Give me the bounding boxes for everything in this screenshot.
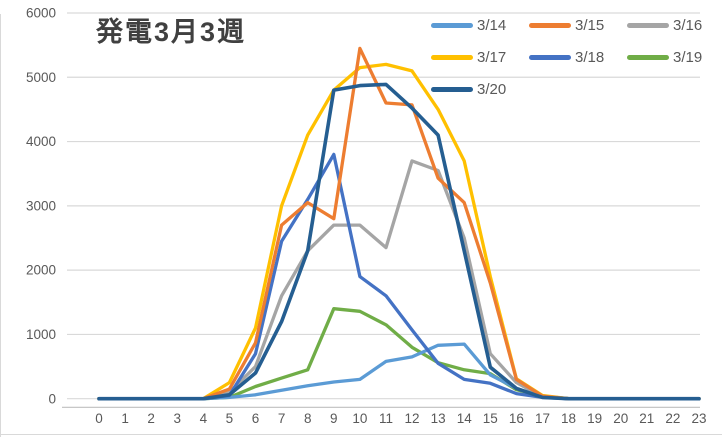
chart-title: 発電3月3週 — [96, 17, 247, 47]
y-tick-label: 4000 — [26, 134, 56, 149]
y-tick-label: 2000 — [26, 263, 56, 278]
legend-item-3-20: 3/20 — [431, 73, 529, 105]
x-tick-label: 9 — [330, 411, 338, 426]
y-tick-label: 5000 — [26, 70, 56, 85]
series-line-3-17 — [97, 62, 701, 401]
legend-label-3-15: 3/15 — [575, 16, 605, 34]
legend-label-3-17: 3/17 — [477, 48, 507, 66]
x-tick-label: 4 — [200, 411, 208, 426]
legend-item-3-17: 3/17 — [431, 41, 529, 73]
x-tick-label: 7 — [278, 411, 286, 426]
series-line-3-20 — [97, 82, 701, 401]
x-tick-label: 14 — [457, 411, 473, 426]
x-tick-label: 10 — [352, 411, 367, 426]
legend-swatch-3-18 — [529, 54, 571, 60]
x-tick-label: 13 — [431, 411, 446, 426]
x-tick-label: 12 — [405, 411, 420, 426]
chart-legend: 3/14 3/15 3/16 3/17 3/18 3/19 3/20 — [431, 9, 722, 105]
x-tick-label: 22 — [665, 411, 680, 426]
series-line-3-14 — [97, 342, 701, 401]
x-tick-label: 2 — [147, 411, 155, 426]
x-tick-label: 8 — [304, 411, 312, 426]
legend-label-3-19: 3/19 — [673, 48, 703, 66]
y-tick-label: 0 — [48, 391, 56, 406]
y-tick-label: 6000 — [26, 6, 56, 21]
legend-swatch-3-19 — [627, 54, 669, 60]
legend-item-3-14: 3/14 — [431, 9, 529, 41]
x-tick-label: 1 — [121, 411, 129, 426]
legend-swatch-3-16 — [627, 22, 669, 28]
legend-label-3-18: 3/18 — [575, 48, 605, 66]
legend-swatch-3-20 — [431, 86, 473, 92]
legend-item-3-16: 3/16 — [627, 9, 722, 41]
legend-label-3-16: 3/16 — [673, 16, 703, 34]
x-tick-label: 0 — [95, 411, 103, 426]
legend-item-3-15: 3/15 — [529, 9, 627, 41]
x-tick-label: 18 — [561, 411, 576, 426]
legend-swatch-3-15 — [529, 22, 571, 28]
series-line-3-19 — [97, 307, 701, 401]
y-tick-label: 3000 — [26, 198, 56, 213]
legend-item-3-18: 3/18 — [529, 41, 627, 73]
legend-swatch-3-17 — [431, 54, 473, 60]
legend-label-3-14: 3/14 — [477, 16, 507, 34]
x-tick-label: 20 — [613, 411, 628, 426]
legend-item-3-19: 3/19 — [627, 41, 722, 73]
x-tick-label: 17 — [535, 411, 550, 426]
y-tick-label: 1000 — [26, 327, 56, 342]
x-tick-label: 15 — [483, 411, 498, 426]
x-tick-label: 3 — [174, 411, 182, 426]
x-tick-label: 23 — [691, 411, 706, 426]
x-tick-label: 19 — [587, 411, 602, 426]
series-line-3-16 — [97, 159, 701, 401]
legend-swatch-3-14 — [431, 22, 473, 28]
x-tick-label: 6 — [252, 411, 260, 426]
x-tick-label: 11 — [379, 411, 393, 426]
x-tick-label: 16 — [509, 411, 524, 426]
x-tick-label: 21 — [639, 411, 654, 426]
x-tick-label: 5 — [226, 411, 234, 426]
legend-label-3-20: 3/20 — [477, 80, 507, 98]
series-line-3-18 — [97, 152, 701, 401]
